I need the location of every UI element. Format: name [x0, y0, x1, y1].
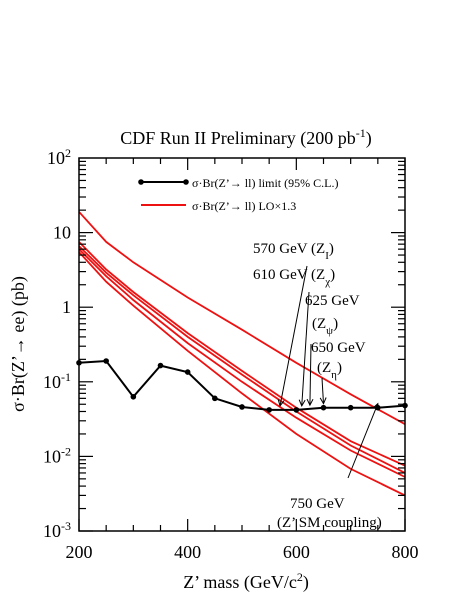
y-tick-label: 102 [47, 146, 71, 168]
annotation-arrow [279, 265, 308, 407]
chart-title-text: CDF Run II Preliminary (200 pb [120, 128, 356, 149]
limit-point [293, 407, 300, 413]
x-axis-label: Z’ mass (GeV/c2) [183, 570, 309, 593]
y-tick-label: 10-1 [43, 370, 71, 392]
limit-point [103, 358, 109, 364]
annotation-arrow [301, 291, 310, 406]
annotation-label: 610 GeV (Zχ) [253, 267, 335, 288]
y-tick-label: 10-2 [43, 444, 71, 466]
annotation-arrowhead [319, 397, 327, 405]
legend: σ·Br(Z’→ ll) limit (95% C.L.) σ·Br(Z’→ ll… [138, 176, 338, 213]
annotation-label: 650 GeV [311, 340, 366, 356]
annotation-arrowhead [298, 399, 306, 408]
annotation-arrow [309, 343, 312, 406]
limit-point [239, 404, 245, 410]
limit-point [266, 407, 272, 413]
limit-point [130, 393, 137, 400]
limit-point [320, 404, 327, 411]
theory-curve-3 [78, 245, 406, 474]
annotations: 570 GeV (ZI) 610 GeV (Zχ) 625 GeV (Zψ) 650 G… [253, 241, 382, 531]
x-tick-label: 800 [392, 542, 419, 562]
x-tick-label: 200 [66, 542, 93, 562]
y-tick-label: 10-3 [43, 519, 71, 541]
y-tick-label: 1 [62, 297, 71, 317]
annotation-arrowhead [372, 402, 379, 411]
annotation-arrowhead [277, 399, 285, 408]
annotation-label: 750 GeV [290, 496, 345, 512]
legend-limit-label: σ·Br(Z’→ ll) limit (95% C.L.) [192, 176, 338, 190]
legend-theory-label: σ·Br(Z’→ ll) LO×1.3 [192, 199, 296, 213]
annotation-label: 625 GeV [305, 293, 360, 309]
legend-limit-dot [183, 179, 189, 185]
x-axis-label-end: ) [303, 572, 309, 593]
y-tick-label: 10 [53, 223, 71, 243]
limit-point [157, 362, 164, 369]
legend-limit-dot [138, 179, 144, 185]
chart-title: CDF Run II Preliminary (200 pb-1) [120, 126, 372, 149]
chart-title-sup: -1 [356, 126, 366, 140]
limit-curve [78, 359, 406, 411]
y-axis-label: σ·Br(Z’→ ee) (pb) [8, 276, 29, 412]
x-axis-label-sup: 2 [297, 570, 303, 584]
x-tick-label: 400 [174, 542, 201, 562]
limit-point [212, 395, 218, 402]
chart-title-end: ) [366, 128, 372, 149]
annotation-label: (Zη) [317, 360, 342, 381]
theory-curve-2 [78, 241, 406, 467]
annotation-label: (Z’ SM coupling) [277, 515, 382, 531]
limit-point [184, 369, 191, 375]
annotation-arrow [347, 403, 379, 479]
limit-point [347, 404, 354, 411]
annotation-arrow [321, 377, 324, 404]
annotation-label: 570 GeV (ZI) [253, 241, 334, 262]
theory-curve-4 [78, 248, 406, 478]
annotation-label: (Zψ) [312, 316, 338, 337]
theory-curve-5 [78, 251, 406, 497]
x-axis-label-text: Z’ mass (GeV/c [183, 572, 297, 593]
x-tick-label: 600 [283, 542, 310, 562]
theory-curve-1 [78, 211, 406, 425]
annotation-arrowhead [306, 398, 314, 407]
